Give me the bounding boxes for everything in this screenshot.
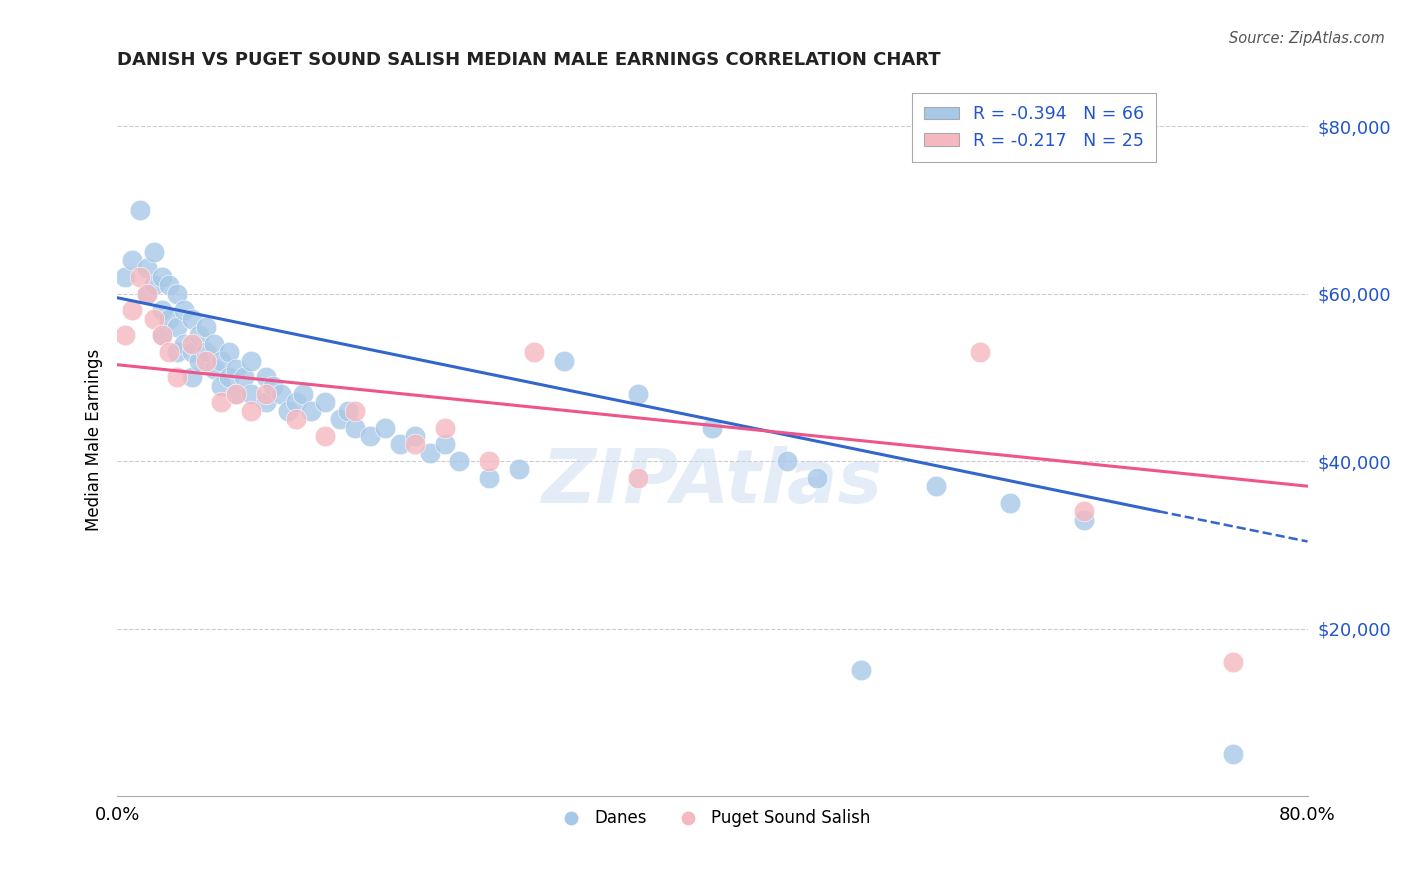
Point <box>404 437 426 451</box>
Point <box>180 345 202 359</box>
Point <box>433 437 456 451</box>
Point <box>478 454 501 468</box>
Point <box>173 336 195 351</box>
Point <box>419 445 441 459</box>
Point <box>776 454 799 468</box>
Point <box>218 345 240 359</box>
Point <box>404 429 426 443</box>
Point <box>702 420 724 434</box>
Point <box>114 328 136 343</box>
Point <box>225 362 247 376</box>
Point <box>1073 513 1095 527</box>
Point <box>262 378 284 392</box>
Point <box>225 387 247 401</box>
Point <box>166 345 188 359</box>
Point <box>329 412 352 426</box>
Point <box>128 269 150 284</box>
Point <box>240 387 263 401</box>
Point <box>166 320 188 334</box>
Point <box>478 471 501 485</box>
Point <box>240 353 263 368</box>
Point <box>150 269 173 284</box>
Point <box>188 353 211 368</box>
Point <box>225 387 247 401</box>
Point <box>315 395 337 409</box>
Text: DANISH VS PUGET SOUND SALISH MEDIAN MALE EARNINGS CORRELATION CHART: DANISH VS PUGET SOUND SALISH MEDIAN MALE… <box>117 51 941 69</box>
Point <box>1222 747 1244 762</box>
Point <box>136 261 159 276</box>
Point <box>121 303 143 318</box>
Point <box>998 496 1021 510</box>
Point <box>180 336 202 351</box>
Point <box>143 278 166 293</box>
Point <box>143 244 166 259</box>
Point <box>136 286 159 301</box>
Point <box>523 345 546 359</box>
Point <box>315 429 337 443</box>
Text: ZIPAtlas: ZIPAtlas <box>541 446 883 519</box>
Point <box>209 378 232 392</box>
Point <box>388 437 411 451</box>
Point <box>150 328 173 343</box>
Y-axis label: Median Male Earnings: Median Male Earnings <box>86 349 103 532</box>
Point <box>449 454 471 468</box>
Point <box>114 269 136 284</box>
Point <box>188 328 211 343</box>
Point <box>344 420 367 434</box>
Point <box>1222 655 1244 669</box>
Point <box>254 387 277 401</box>
Legend: Danes, Puget Sound Salish: Danes, Puget Sound Salish <box>547 803 877 834</box>
Point <box>209 353 232 368</box>
Point <box>202 336 225 351</box>
Point <box>195 320 218 334</box>
Point <box>240 404 263 418</box>
Point <box>344 404 367 418</box>
Point <box>166 370 188 384</box>
Point <box>627 471 650 485</box>
Point <box>374 420 396 434</box>
Point <box>180 370 202 384</box>
Point <box>284 395 307 409</box>
Point <box>336 404 359 418</box>
Point <box>150 303 173 318</box>
Point <box>157 345 180 359</box>
Point <box>359 429 381 443</box>
Point <box>254 370 277 384</box>
Point <box>157 311 180 326</box>
Point <box>218 370 240 384</box>
Point <box>254 395 277 409</box>
Point <box>150 328 173 343</box>
Point <box>849 664 872 678</box>
Point <box>128 202 150 217</box>
Point <box>157 278 180 293</box>
Point <box>195 353 218 368</box>
Point <box>277 404 299 418</box>
Point <box>209 395 232 409</box>
Point <box>1073 504 1095 518</box>
Point <box>806 471 828 485</box>
Point <box>195 345 218 359</box>
Point <box>627 387 650 401</box>
Point <box>202 362 225 376</box>
Point <box>143 311 166 326</box>
Point <box>292 387 315 401</box>
Point <box>180 311 202 326</box>
Point <box>270 387 292 401</box>
Point <box>433 420 456 434</box>
Point <box>508 462 530 476</box>
Point <box>969 345 991 359</box>
Point <box>166 286 188 301</box>
Point <box>173 303 195 318</box>
Point <box>284 412 307 426</box>
Point <box>553 353 575 368</box>
Text: Source: ZipAtlas.com: Source: ZipAtlas.com <box>1229 31 1385 46</box>
Point <box>299 404 322 418</box>
Point <box>924 479 946 493</box>
Point <box>232 370 254 384</box>
Point <box>136 286 159 301</box>
Point <box>121 253 143 268</box>
